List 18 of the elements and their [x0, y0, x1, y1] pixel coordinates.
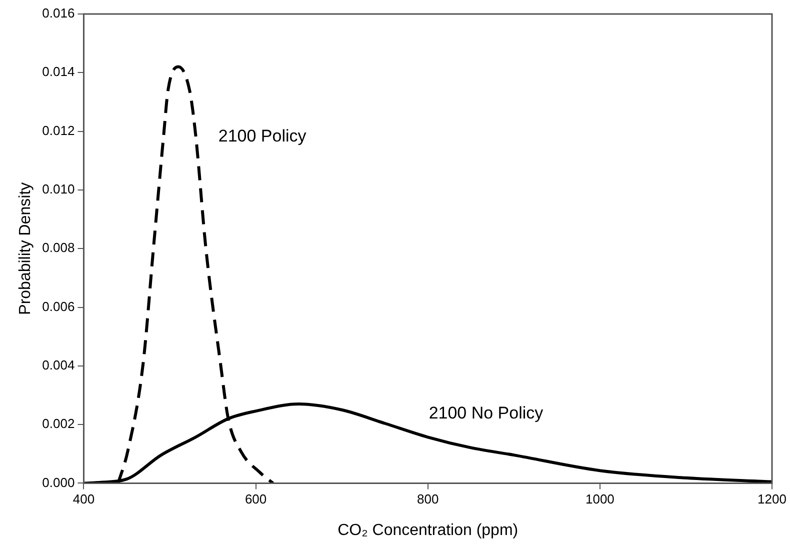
series-label: 2100 No Policy [428, 404, 544, 423]
x-axis-title: CO₂ Concentration (ppm) [338, 522, 518, 539]
y-tick-label: 0.004 [42, 357, 75, 372]
y-tick-label: 0.014 [42, 64, 75, 80]
y-tick-label: 0.008 [42, 240, 75, 256]
x-tick-label: 800 [417, 492, 439, 507]
y-tick-label: 0.006 [42, 298, 75, 314]
x-tick-label: 1000 [585, 492, 614, 507]
y-tick-label: 0.010 [42, 182, 75, 197]
x-tick-label: 1200 [758, 492, 786, 507]
y-axis-title: Probability Density [17, 182, 34, 315]
y-tick-label: 0.016 [42, 6, 75, 21]
series-label: 2100 Policy [218, 126, 307, 146]
y-tick-label: 0.000 [42, 474, 75, 490]
x-tick-label: 600 [244, 492, 267, 507]
x-tick-label: 400 [72, 492, 95, 507]
y-tick-label: 0.002 [42, 416, 75, 432]
y-tick-label: 0.012 [42, 122, 75, 138]
